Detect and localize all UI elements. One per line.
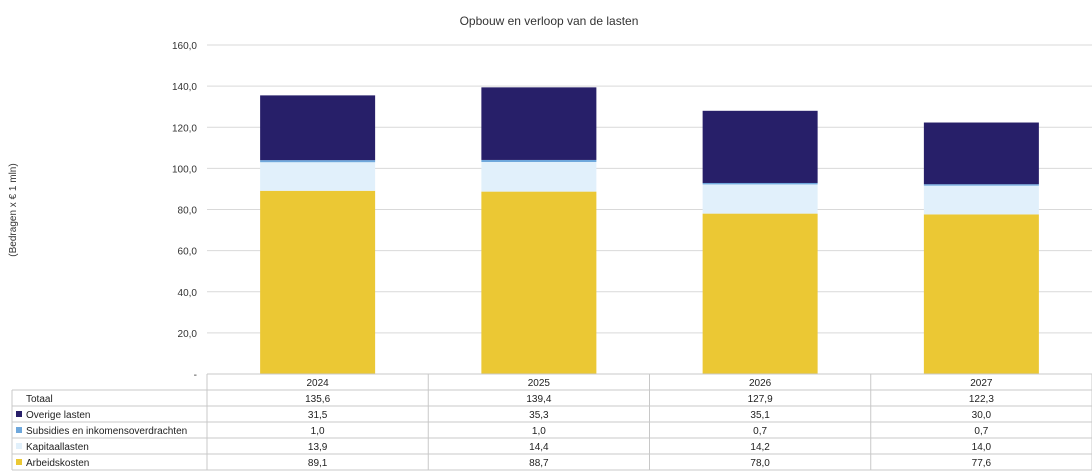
data-label: 77,6	[972, 458, 992, 469]
bar-segment	[260, 160, 376, 163]
legend-label: Kapitaallasten	[26, 442, 89, 453]
total-label: Totaal	[26, 394, 53, 405]
x-tick-label: 2024	[307, 378, 330, 389]
bar-segment	[702, 213, 818, 374]
legend-label: Subsidies en inkomensoverdrachten	[26, 426, 187, 437]
data-label: 1,0	[311, 426, 325, 437]
bar-segment	[481, 159, 597, 163]
data-label: 1,0	[532, 426, 546, 437]
y-tick-label: 40,0	[178, 288, 198, 299]
chart-title: Opbouw en verloop van de lasten	[460, 14, 639, 28]
y-tick-label: 120,0	[172, 123, 197, 134]
data-label: 30,0	[972, 410, 992, 421]
y-tick-label: 100,0	[172, 164, 197, 175]
y-tick-label: 140,0	[172, 82, 197, 93]
data-label: 35,3	[529, 410, 549, 421]
legend-swatch	[16, 427, 22, 433]
x-tick-label: 2027	[970, 378, 993, 389]
data-label: 78,0	[750, 458, 770, 469]
x-tick-label: 2026	[749, 378, 772, 389]
legend-swatch	[16, 411, 22, 417]
bar-segment	[260, 162, 376, 191]
bar-segment	[702, 184, 818, 214]
data-label: 35,1	[750, 410, 770, 421]
data-label: 89,1	[308, 458, 328, 469]
bar-segment	[923, 184, 1039, 186]
legend-label: Overige lasten	[26, 410, 90, 421]
y-tick-label: -	[194, 370, 197, 381]
bar-segment	[481, 191, 597, 374]
bar-segment	[481, 162, 597, 192]
bar-segment	[260, 190, 376, 374]
data-label: 14,0	[972, 442, 992, 453]
x-tick-label: 2025	[528, 378, 551, 389]
data-label: 88,7	[529, 458, 549, 469]
data-label: 0,7	[753, 426, 767, 437]
bar-segment	[702, 182, 818, 185]
y-axis-label: (Bedragen x € 1 mln)	[8, 163, 19, 256]
y-tick-label: 20,0	[178, 329, 198, 340]
legend-swatch	[16, 459, 22, 465]
bar-segment	[481, 87, 597, 160]
bar-segment	[923, 214, 1039, 374]
data-label: 139,4	[526, 394, 551, 405]
data-label: 31,5	[308, 410, 328, 421]
bar-segment	[260, 95, 376, 161]
data-label: 127,9	[748, 394, 773, 405]
data-label: 14,2	[750, 442, 770, 453]
y-tick-label: 80,0	[178, 206, 198, 217]
bar-segment	[923, 122, 1039, 185]
data-label: 135,6	[305, 394, 330, 405]
y-tick-label: 60,0	[178, 247, 198, 258]
bar-segment	[923, 185, 1039, 215]
y-tick-label: 160,0	[172, 41, 197, 52]
bar-segment	[702, 110, 818, 183]
legend-swatch	[16, 443, 22, 449]
legend-label: Arbeidskosten	[26, 458, 89, 469]
data-label: 14,4	[529, 442, 549, 453]
data-label: 0,7	[974, 426, 988, 437]
data-label: 13,9	[308, 442, 328, 453]
data-label: 122,3	[969, 394, 994, 405]
